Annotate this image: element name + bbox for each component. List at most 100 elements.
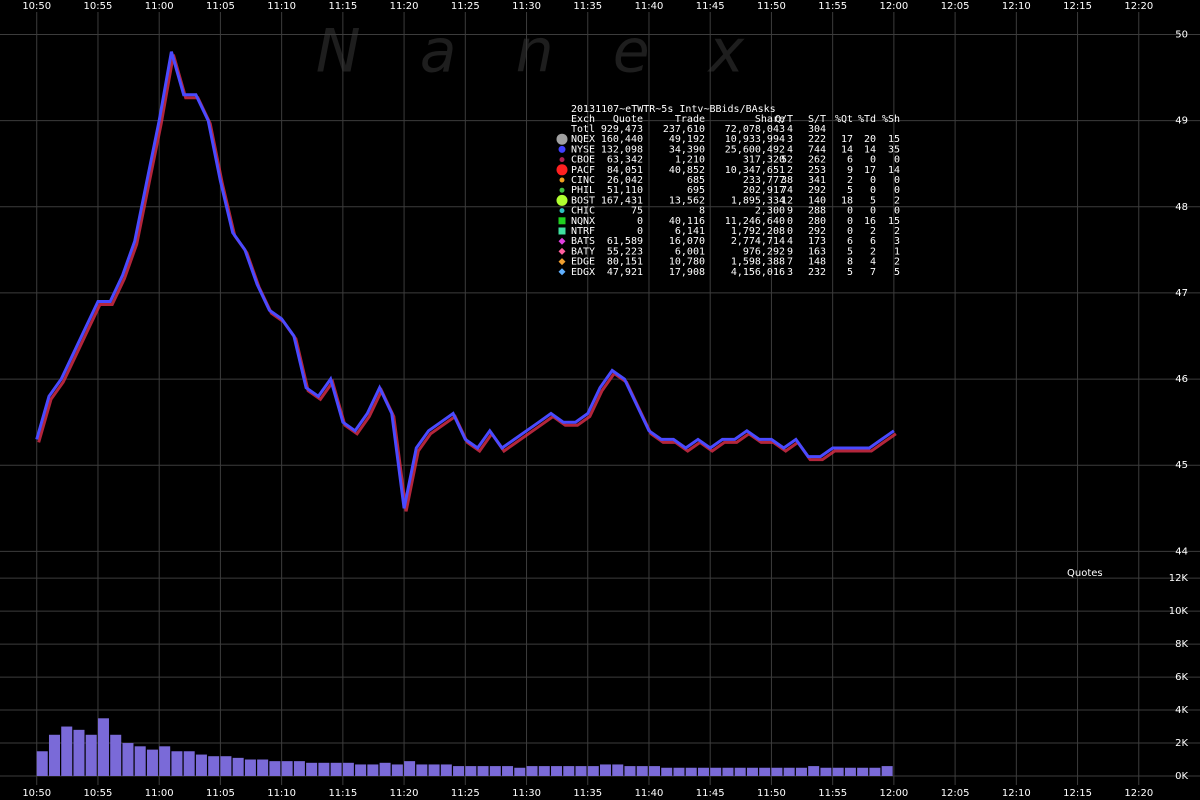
volume-bar (85, 734, 97, 776)
y-tick-label: 4K (1175, 705, 1188, 716)
volume-bar (61, 726, 73, 776)
table-cell: 0 (847, 226, 853, 237)
x-tick-label: 12:00 (879, 1, 908, 12)
table-cell: 685 (687, 175, 705, 186)
x-tick-label: 11:25 (451, 788, 480, 799)
volume-bar (404, 761, 416, 776)
table-cell: Totl (571, 124, 595, 135)
volume-bar (563, 766, 575, 776)
table-cell: 0 (870, 206, 876, 217)
y-tick-label: 2K (1175, 738, 1188, 749)
table-cell: 9 (787, 246, 793, 257)
table-cell: 280 (808, 216, 826, 227)
table-cell: 2 (870, 246, 876, 257)
table-cell: 80,151 (607, 257, 643, 268)
table-cell: 4,156,016 (731, 267, 785, 278)
table-cell: 1,598,388 (731, 257, 785, 268)
y-tick-label: 50 (1175, 29, 1188, 40)
volume-bar (208, 756, 220, 776)
table-cell: 10,933,994 (725, 134, 785, 145)
volume-bar (551, 766, 563, 776)
table-cell: 5 (847, 267, 853, 278)
table-cell: EDGE (571, 257, 595, 268)
table-cell: 16 (864, 216, 876, 227)
volume-bar (257, 759, 269, 776)
table-cell: 2 (787, 165, 793, 176)
table-cell: 2,300 (755, 206, 785, 217)
table-cell: 341 (808, 175, 826, 186)
y-tick-label: 44 (1175, 546, 1188, 557)
x-tick-label: 11:50 (757, 1, 786, 12)
legend-marker (559, 177, 565, 183)
x-tick-label: 11:55 (818, 788, 847, 799)
volume-bar (48, 734, 60, 776)
x-tick-label: 11:45 (696, 788, 725, 799)
volume-bar (73, 729, 85, 776)
volume-bar (342, 762, 354, 776)
volume-bar (355, 764, 367, 776)
volume-bar (183, 751, 195, 776)
table-cell: NQEX (571, 134, 595, 145)
volume-bar (857, 767, 869, 776)
table-cell: 13,562 (669, 195, 705, 206)
y-tick-label: 49 (1175, 116, 1188, 127)
legend-marker (559, 187, 565, 193)
x-tick-label: 11:00 (145, 788, 174, 799)
volume-bar (771, 767, 783, 776)
table-cell: 0 (894, 185, 900, 196)
table-cell: CBOE (571, 155, 595, 166)
y-tick-label: 46 (1175, 374, 1188, 385)
table-cell: 26,042 (607, 175, 643, 186)
x-tick-label: 11:55 (818, 1, 847, 12)
table-cell: 237,610 (663, 124, 705, 135)
y-tick-label: 45 (1175, 460, 1188, 471)
volume-bar (648, 766, 660, 776)
x-tick-label: 12:10 (1002, 788, 1031, 799)
volume-bar (759, 767, 771, 776)
legend-marker (558, 237, 566, 245)
table-cell: BATS (571, 236, 595, 247)
table-cell: 132,098 (601, 144, 643, 155)
x-tick-label: 12:05 (941, 1, 970, 12)
table-cell: 2 (894, 257, 900, 268)
table-cell: 140 (808, 195, 826, 206)
table-cell: 148 (808, 257, 826, 268)
volume-bar (416, 764, 428, 776)
table-cell: 262 (808, 155, 826, 166)
volume-bar (526, 766, 538, 776)
legend-marker (559, 208, 565, 214)
table-cell: 9 (847, 165, 853, 176)
volume-bar (440, 764, 452, 776)
legend-marker (558, 247, 566, 255)
table-cell: 3 (894, 236, 900, 247)
table-cell: 7 (870, 267, 876, 278)
x-tick-label: 10:55 (84, 1, 113, 12)
table-cell: 75 (631, 206, 643, 217)
x-tick-label: 11:20 (390, 788, 419, 799)
table-cell: 17 (841, 134, 853, 145)
table-cell: 6,141 (675, 226, 705, 237)
table-cell: 2,774,714 (731, 236, 785, 247)
table-cell: 304 (808, 124, 826, 135)
x-tick-label: 11:40 (635, 788, 664, 799)
x-tick-label: 12:00 (879, 788, 908, 799)
table-header: Trade (675, 114, 705, 125)
volume-bar (832, 767, 844, 776)
x-tick-label: 10:50 (22, 1, 51, 12)
table-cell: 163 (808, 246, 826, 257)
volume-bar (612, 764, 624, 776)
volume-bar (661, 767, 673, 776)
table-cell: 0 (870, 155, 876, 166)
table-cell: 1,895,334 (731, 195, 785, 206)
table-cell: 4 (787, 144, 793, 155)
table-cell: 72,078,043 (725, 124, 785, 135)
y-tick-label: 12K (1169, 573, 1189, 584)
table-cell: 4 (787, 236, 793, 247)
volume-bar (844, 767, 856, 776)
table-cell: 8 (699, 206, 705, 217)
volume-bar (171, 751, 183, 776)
volume-bar (453, 766, 465, 776)
volume-bar (869, 767, 881, 776)
price-line (35, 51, 895, 509)
